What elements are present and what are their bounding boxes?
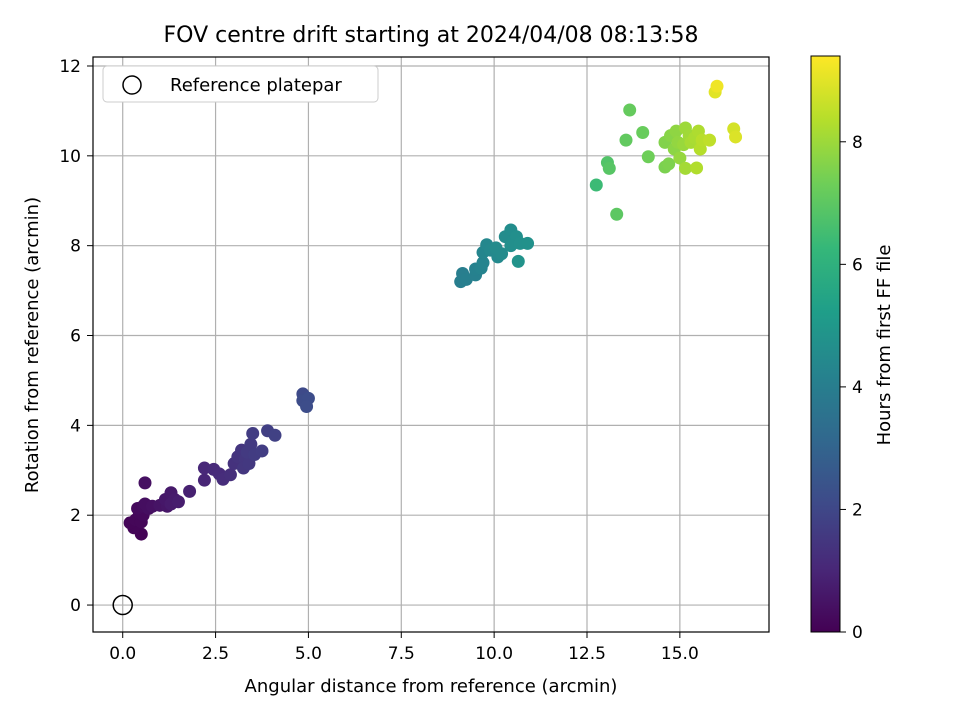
data-point — [244, 437, 258, 451]
data-point — [138, 476, 152, 490]
colorbar-ticks: 0 2 4 6 8 — [840, 133, 863, 643]
colorbar-tick-label: 6 — [852, 255, 863, 275]
x-tick-label: 7.5 — [388, 644, 415, 664]
data-points — [123, 79, 743, 541]
data-point — [662, 157, 676, 171]
data-point — [511, 254, 525, 268]
x-axis: 0.0 2.5 5.0 7.5 10.0 12.5 15.0 — [109, 632, 699, 664]
data-point — [729, 130, 743, 144]
x-tick-label: 10.0 — [475, 644, 513, 664]
grid — [93, 57, 769, 632]
colorbar-gradient — [810, 55, 841, 633]
data-point — [589, 178, 603, 192]
data-point — [255, 444, 269, 458]
x-axis-label: Angular distance from reference (arcmin) — [245, 676, 618, 697]
y-tick-label: 0 — [70, 596, 81, 616]
colorbar-tick-label: 8 — [852, 133, 863, 153]
data-point — [495, 247, 509, 261]
x-tick-label: 12.5 — [568, 644, 606, 664]
chart-title: FOV centre drift starting at 2024/04/08 … — [164, 23, 699, 48]
data-point — [610, 207, 624, 221]
y-tick-label: 2 — [70, 506, 81, 526]
y-axis: 0 2 4 6 8 10 12 — [59, 57, 93, 616]
legend-box — [102, 65, 379, 103]
y-tick-label: 6 — [70, 327, 81, 347]
data-point — [703, 133, 717, 147]
colorbar-label: Hours from first FF file — [874, 245, 895, 446]
data-point — [619, 133, 633, 147]
data-point — [690, 161, 704, 175]
data-point — [197, 473, 211, 487]
data-point — [300, 399, 314, 413]
y-tick-label: 12 — [59, 57, 81, 77]
data-point — [602, 161, 616, 175]
x-tick-label: 15.0 — [661, 644, 699, 664]
data-point — [641, 150, 655, 164]
plot-frame — [92, 56, 770, 633]
x-tick-label: 2.5 — [202, 644, 229, 664]
y-axis-label: Rotation from reference (arcmin) — [22, 197, 43, 493]
y-tick-label: 4 — [70, 416, 81, 436]
data-point — [246, 426, 260, 440]
colorbar: 0 2 4 6 8 Hours from first FF file — [810, 55, 895, 643]
y-tick-label: 10 — [59, 147, 81, 167]
y-tick-label: 8 — [70, 237, 81, 257]
data-point — [673, 151, 687, 165]
data-point — [710, 79, 724, 93]
data-point — [223, 468, 237, 482]
x-tick-label: 5.0 — [295, 644, 322, 664]
colorbar-tick-label: 4 — [852, 378, 863, 398]
data-point — [183, 484, 197, 498]
data-point — [636, 125, 650, 139]
legend-open-circle-icon — [122, 75, 142, 95]
legend: Reference platepar — [102, 65, 379, 103]
colorbar-tick-label: 0 — [852, 623, 863, 643]
reference-point — [112, 594, 133, 616]
data-point — [171, 495, 185, 509]
data-point — [521, 236, 535, 250]
data-point — [623, 103, 637, 117]
legend-entry-label: Reference platepar — [170, 75, 342, 96]
data-point — [678, 161, 692, 175]
reference-open-circle-icon — [112, 594, 133, 616]
data-point — [268, 428, 282, 442]
colorbar-tick-label: 2 — [852, 500, 863, 520]
x-tick-label: 0.0 — [109, 644, 136, 664]
data-point — [476, 256, 490, 270]
